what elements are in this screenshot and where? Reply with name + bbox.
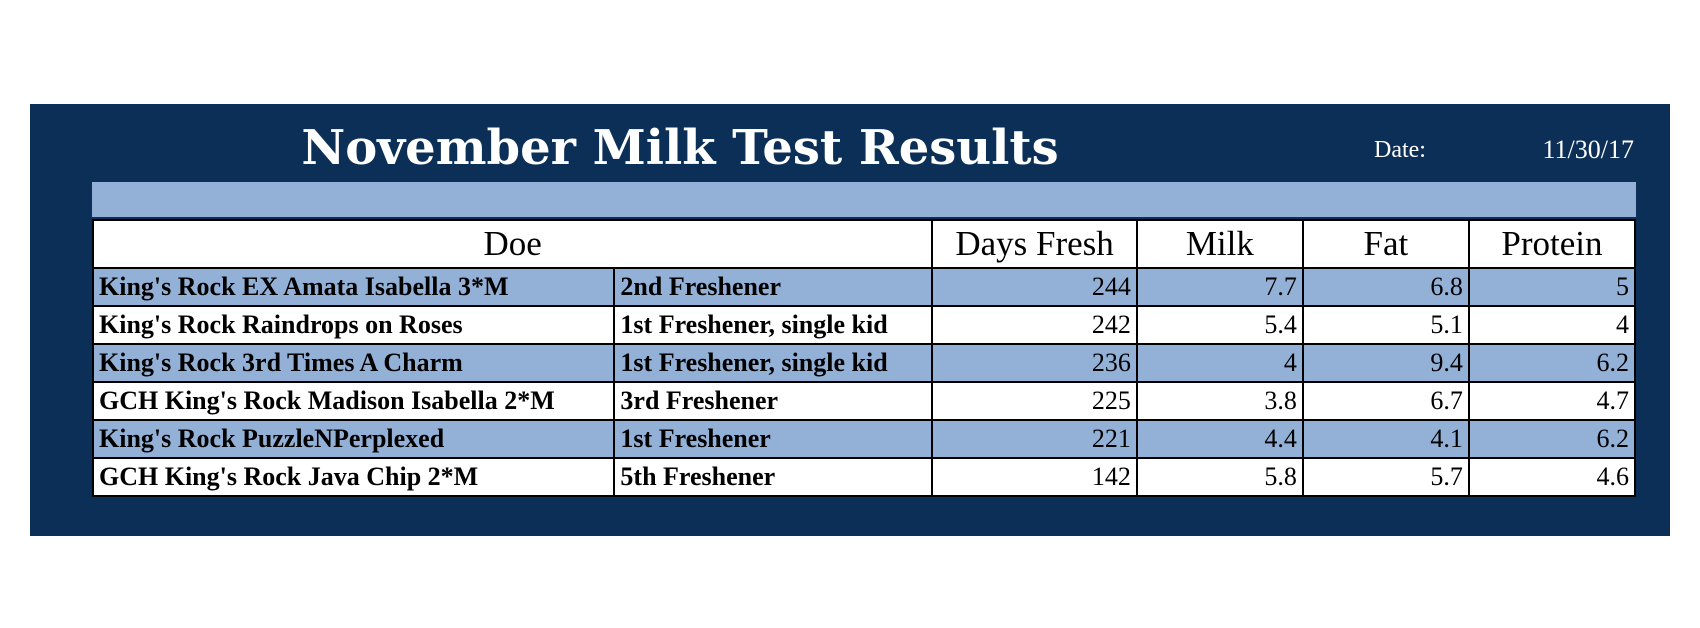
days-fresh-cell: 242 — [931, 305, 1138, 345]
table-row: King's Rock 3rd Times A Charm 1st Freshe… — [91, 343, 1637, 383]
table-row: GCH King's Rock Madison Isabella 2*M 3rd… — [91, 381, 1637, 421]
fat-cell: 4.1 — [1301, 419, 1470, 459]
freshener-cell: 1st Freshener, single kid — [613, 305, 934, 345]
column-header-protein: Protein — [1467, 219, 1637, 269]
doe-name-cell: GCH King's Rock Java Chip 2*M — [91, 457, 616, 497]
table-row: GCH King's Rock Java Chip 2*M 5th Freshe… — [91, 457, 1637, 497]
fat-cell: 9.4 — [1301, 343, 1470, 383]
table-row: King's Rock EX Amata Isabella 3*M 2nd Fr… — [91, 267, 1637, 307]
days-fresh-cell: 142 — [931, 457, 1138, 497]
column-header-doe: Doe — [91, 219, 934, 269]
freshener-cell: 3rd Freshener — [613, 381, 934, 421]
date-value: 11/30/17 — [1542, 135, 1634, 164]
results-panel: November Milk Test Results Date: 11/30/1… — [30, 104, 1670, 536]
fat-cell: 5.1 — [1301, 305, 1470, 345]
protein-cell: 4 — [1467, 305, 1637, 345]
fat-cell: 5.7 — [1301, 457, 1470, 497]
days-fresh-cell: 221 — [931, 419, 1138, 459]
protein-cell: 6.2 — [1467, 343, 1637, 383]
protein-cell: 6.2 — [1467, 419, 1637, 459]
fat-cell: 6.7 — [1301, 381, 1470, 421]
doe-name-cell: King's Rock PuzzleNPerplexed — [91, 419, 616, 459]
milk-test-table: Doe Days Fresh Milk Fat Protein King's R… — [91, 219, 1637, 497]
milk-cell: 5.4 — [1135, 305, 1304, 345]
protein-cell: 4.6 — [1467, 457, 1637, 497]
freshener-cell: 1st Freshener — [613, 419, 934, 459]
doe-name-cell: King's Rock EX Amata Isabella 3*M — [91, 267, 616, 307]
milk-cell: 4.4 — [1135, 419, 1304, 459]
table-header-row: Doe Days Fresh Milk Fat Protein — [91, 219, 1637, 269]
doe-name-cell: King's Rock Raindrops on Roses — [91, 305, 616, 345]
doe-name-cell: GCH King's Rock Madison Isabella 2*M — [91, 381, 616, 421]
column-header-milk: Milk — [1135, 219, 1304, 269]
table-row: King's Rock PuzzleNPerplexed 1st Freshen… — [91, 419, 1637, 459]
days-fresh-cell: 244 — [931, 267, 1138, 307]
date-label: Date: — [1374, 137, 1426, 163]
milk-cell: 5.8 — [1135, 457, 1304, 497]
days-fresh-cell: 225 — [931, 381, 1138, 421]
header-band — [92, 182, 1636, 217]
freshener-cell: 2nd Freshener — [613, 267, 934, 307]
days-fresh-cell: 236 — [931, 343, 1138, 383]
milk-cell: 7.7 — [1135, 267, 1304, 307]
milk-cell: 4 — [1135, 343, 1304, 383]
freshener-cell: 5th Freshener — [613, 457, 934, 497]
milk-cell: 3.8 — [1135, 381, 1304, 421]
doe-name-cell: King's Rock 3rd Times A Charm — [91, 343, 616, 383]
column-header-days-fresh: Days Fresh — [931, 219, 1138, 269]
protein-cell: 4.7 — [1467, 381, 1637, 421]
table-row: King's Rock Raindrops on Roses 1st Fresh… — [91, 305, 1637, 345]
fat-cell: 6.8 — [1301, 267, 1470, 307]
column-header-fat: Fat — [1301, 219, 1470, 269]
protein-cell: 5 — [1467, 267, 1637, 307]
page-title: November Milk Test Results — [301, 120, 1059, 176]
freshener-cell: 1st Freshener, single kid — [613, 343, 934, 383]
